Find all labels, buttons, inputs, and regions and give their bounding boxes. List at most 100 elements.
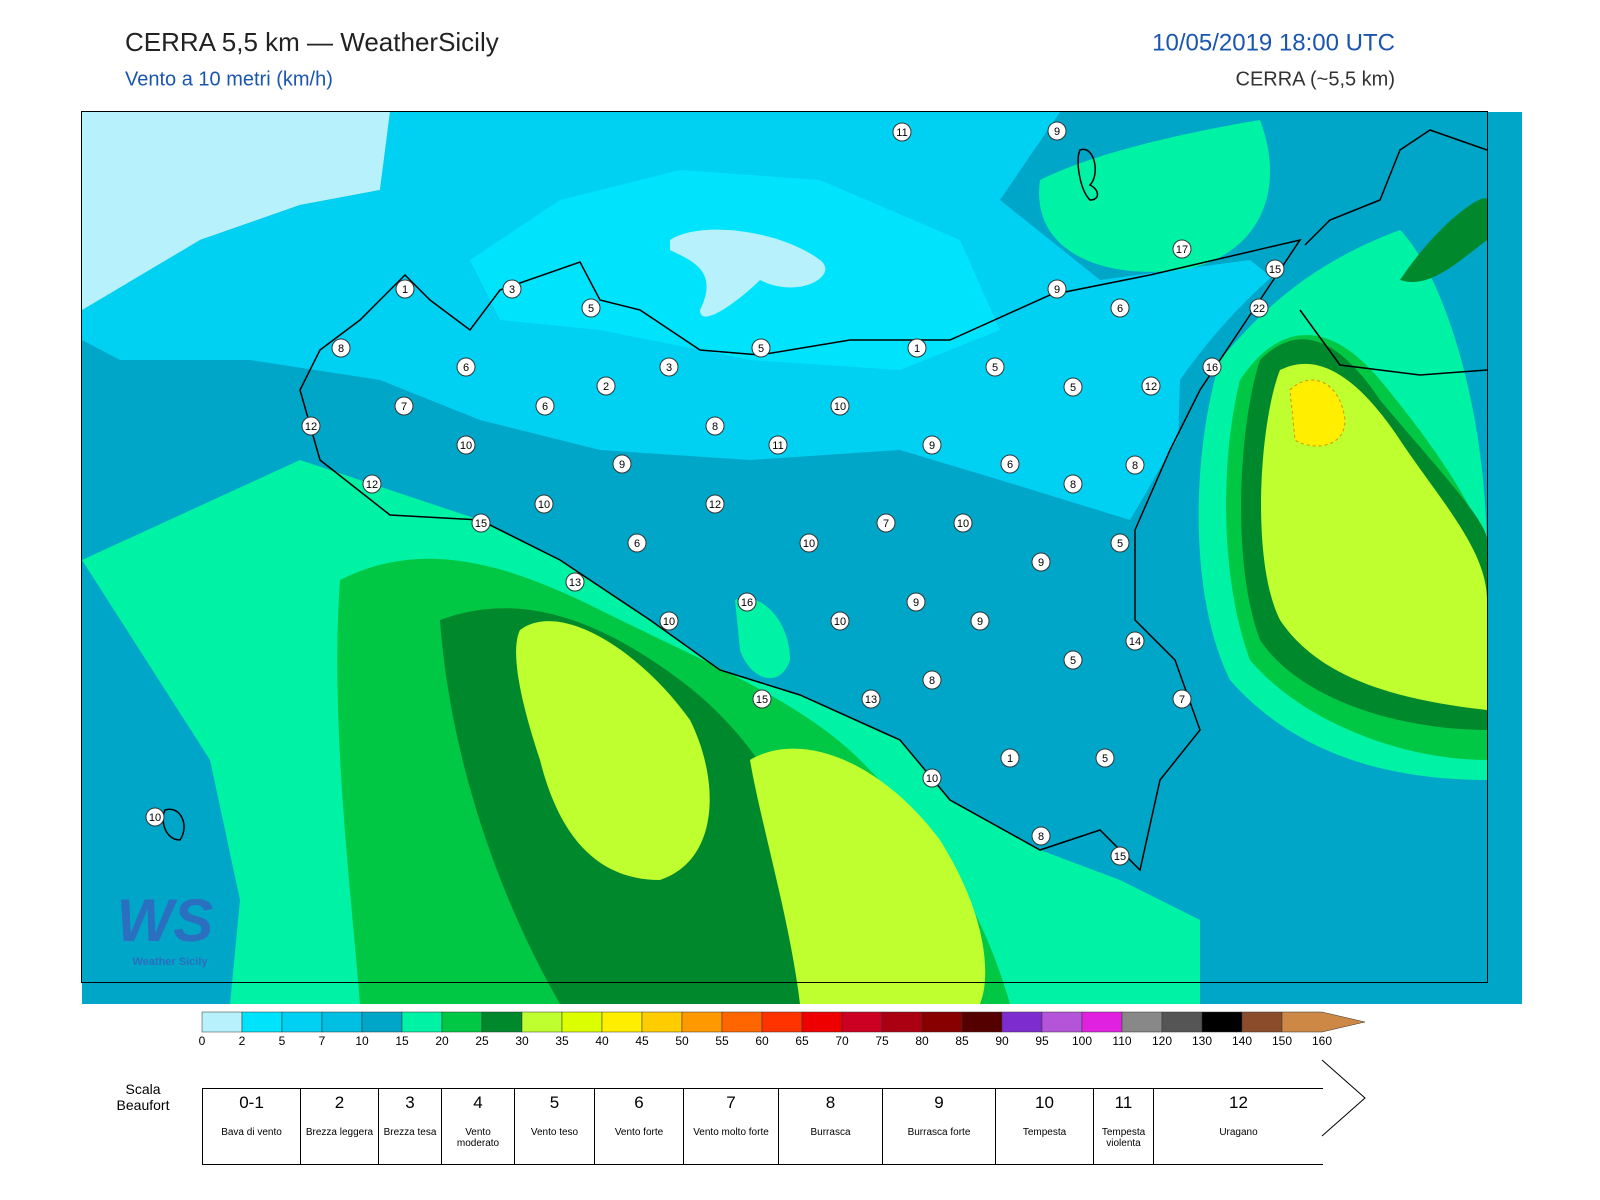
colorbar-tick-label: 40 <box>595 1034 609 1048</box>
station-marker <box>907 338 927 358</box>
station-marker <box>659 611 679 631</box>
beaufort-title: Scala Beaufort <box>117 1081 170 1113</box>
station-value: 9 <box>929 440 935 452</box>
colorbar-swatch <box>1121 1011 1163 1033</box>
beaufort-level: 10 Tempesta <box>995 1088 1093 1165</box>
station-marker <box>830 396 850 416</box>
colorbar-tick-label: 15 <box>395 1034 409 1048</box>
station-value: 3 <box>666 362 672 374</box>
station-marker <box>1095 748 1115 768</box>
colorbar-tick-label: 35 <box>555 1034 569 1048</box>
colorbar-tick-label: 5 <box>279 1034 286 1048</box>
beaufort-label: Tempesta <box>1022 1127 1067 1138</box>
station-marker <box>596 376 616 396</box>
beaufort-force: 7 <box>726 1093 736 1112</box>
station-value: 6 <box>1117 303 1123 315</box>
colorbar-swatch <box>1161 1011 1203 1033</box>
colorbar-tick-label: 80 <box>915 1034 929 1048</box>
colorbar-swatch <box>561 1011 603 1033</box>
station-value: 6 <box>1007 459 1013 471</box>
station-marker <box>1265 259 1285 279</box>
station-marker <box>1172 239 1192 259</box>
colorbar-swatch <box>1201 1011 1243 1033</box>
colorbar-tick-label: 0 <box>199 1034 206 1048</box>
beaufort-level: 0-1 Bava di vento <box>202 1088 300 1165</box>
station-value: 11 <box>896 127 907 139</box>
station-value: 10 <box>149 812 161 824</box>
station-marker <box>1110 846 1130 866</box>
station-marker <box>456 435 476 455</box>
station-value: 15 <box>475 518 487 530</box>
colorbar-tick-label: 55 <box>715 1034 729 1048</box>
colorbar-swatch <box>761 1011 803 1033</box>
station-marker <box>581 298 601 318</box>
station-marker <box>1249 298 1269 318</box>
station-value: 5 <box>992 362 998 374</box>
beaufort-label: Uragano <box>1219 1127 1258 1138</box>
colorbar-tick-label: 30 <box>515 1034 529 1048</box>
station-marker <box>627 533 647 553</box>
colorbar-tick-label: 20 <box>435 1034 449 1048</box>
station-marker <box>1063 650 1083 670</box>
date: 10/05/2019 18:00 UTC <box>1152 29 1395 56</box>
colorbar-tick-label: 70 <box>835 1034 849 1048</box>
station-marker <box>1202 357 1222 377</box>
beaufort-label: Tempesta violenta <box>1101 1127 1146 1149</box>
colorbar-tick-label: 50 <box>675 1034 689 1048</box>
station-value: 12 <box>305 421 317 433</box>
station-marker <box>1000 748 1020 768</box>
beaufort-level: 8 Burrasca <box>778 1088 882 1165</box>
colorbar-tick-label: 10 <box>355 1034 369 1048</box>
station-value: 12 <box>1145 381 1157 393</box>
station-marker <box>1031 826 1051 846</box>
colorbar: 0 2 5 7 10 15 20 25 30 35 40 45 50 55 60 65 70 75 80 85 90 95… <box>199 1011 1366 1048</box>
station-marker <box>752 689 772 709</box>
colorbar-swatch <box>601 1011 643 1033</box>
station-marker <box>395 279 415 299</box>
station-value: 10 <box>803 538 815 550</box>
colorbar-tick-label: 65 <box>795 1034 809 1048</box>
colorbar-swatch <box>441 1011 483 1033</box>
station-value: 8 <box>1038 831 1044 843</box>
station-value: 1 <box>402 284 408 296</box>
colorbar-swatch <box>961 1011 1003 1033</box>
station-value: 13 <box>865 694 877 706</box>
station-value: 10 <box>460 440 472 452</box>
colorbar-swatch <box>281 1011 323 1033</box>
station-marker <box>985 357 1005 377</box>
station-marker <box>892 122 912 142</box>
station-marker <box>970 611 990 631</box>
beaufort-label: Brezza tesa <box>383 1127 437 1138</box>
beaufort-force: 6 <box>634 1093 644 1112</box>
beaufort-label: Bava di vento <box>221 1127 282 1138</box>
beaufort-force: 0-1 <box>239 1093 264 1112</box>
station-value: 15 <box>1114 851 1126 863</box>
station-value: 1 <box>914 343 920 355</box>
beaufort-force: 11 <box>1114 1093 1133 1112</box>
station-marker <box>768 435 788 455</box>
station-value: 7 <box>1179 694 1185 706</box>
colorbar-swatch <box>1001 1011 1043 1033</box>
model: CERRA (~5,5 km) <box>1236 68 1395 90</box>
beaufort-force: 9 <box>934 1093 944 1112</box>
station-marker <box>751 338 771 358</box>
station-value: 6 <box>463 362 469 374</box>
beaufort-force: 4 <box>473 1093 483 1112</box>
station-marker <box>922 670 942 690</box>
colorbar-tick-label: 45 <box>635 1034 649 1048</box>
station-value: 8 <box>929 675 935 687</box>
colorbar-tick-label: 25 <box>475 1034 489 1048</box>
beaufort-force: 10 <box>1035 1093 1054 1112</box>
colorbar-swatch <box>1241 1011 1283 1033</box>
station-value: 10 <box>926 773 938 785</box>
station-value: 5 <box>758 343 764 355</box>
beaufort-label: Burrasca forte <box>907 1127 971 1138</box>
station-marker <box>1031 552 1051 572</box>
station-value: 5 <box>1070 655 1076 667</box>
station-value: 10 <box>663 616 675 628</box>
station-value: 10 <box>957 518 969 530</box>
station-marker <box>1125 631 1145 651</box>
station-marker <box>1047 121 1067 141</box>
beaufort-level: 4 Vento moderato <box>441 1088 514 1165</box>
